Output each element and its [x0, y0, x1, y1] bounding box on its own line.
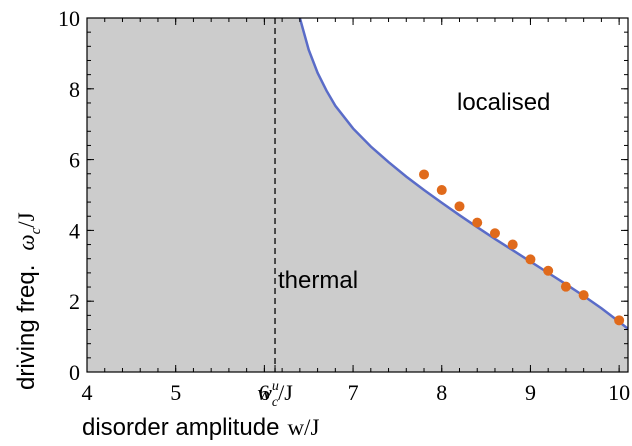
- thermal-region-label: thermal: [278, 267, 358, 294]
- x-tick-label: 4: [82, 380, 93, 405]
- y-axis-label: driving freq.ωc/J: [13, 212, 44, 390]
- y-tick-label: 0: [69, 360, 80, 385]
- y-tick-label: 4: [69, 218, 80, 243]
- x-tick-label: 9: [525, 380, 536, 405]
- x-tick-label: 5: [170, 380, 181, 405]
- localised-region-label: localised: [457, 89, 550, 116]
- data-point: [560, 281, 571, 292]
- data-point: [436, 185, 447, 196]
- x-axis-label: disorder amplitude w/J: [82, 414, 319, 441]
- x-tick-label: 10: [608, 380, 630, 405]
- data-point: [543, 265, 554, 276]
- data-points: [419, 169, 625, 326]
- y-tick-label: 6: [69, 148, 80, 173]
- data-point: [454, 201, 465, 212]
- phase-boundary-curve: [298, 18, 628, 330]
- data-point: [614, 315, 625, 326]
- axis-ticks: 4 5 6 7 8 9 10 0 2 4 6 8 10: [58, 6, 630, 405]
- x-tick-label: 6: [259, 380, 270, 405]
- data-point: [578, 290, 589, 301]
- x-tick-label-critical: wu c/J: [257, 379, 293, 410]
- data-point: [489, 228, 500, 239]
- data-point: [507, 239, 518, 250]
- y-tick-label: 2: [69, 289, 80, 314]
- data-point: [472, 217, 483, 228]
- x-tick-label: 7: [348, 380, 359, 405]
- thermal-region: [87, 18, 628, 372]
- x-tick-label: 8: [436, 380, 447, 405]
- y-tick-label: 8: [69, 77, 80, 102]
- plot-frame: [86, 17, 629, 373]
- data-point: [419, 169, 430, 180]
- y-tick-label: 10: [58, 6, 80, 31]
- data-point: [525, 254, 536, 265]
